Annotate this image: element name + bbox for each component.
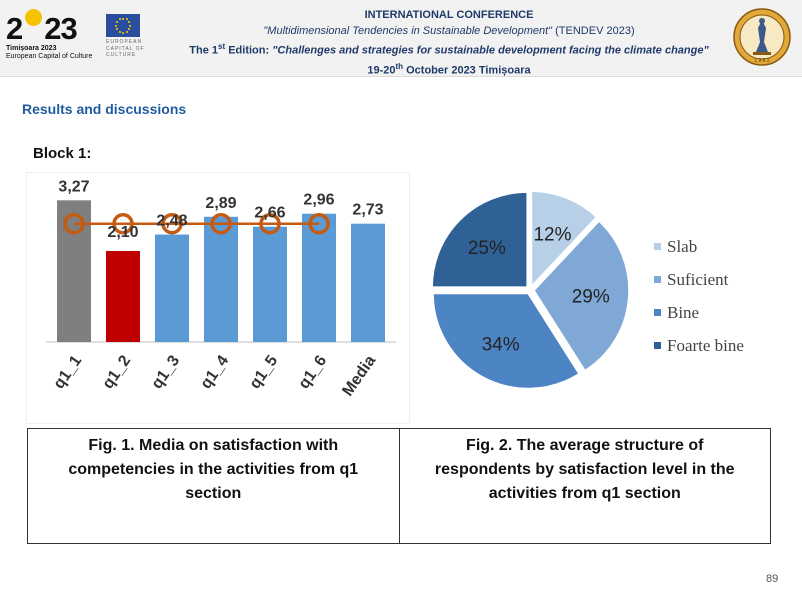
eu-star-icon [115,28,118,30]
conference-line-2: "Multidimensional Tendencies in Sustaina… [263,25,635,37]
pie-value-label: 34% [482,334,520,355]
pie-value-label: 25% [468,238,506,259]
eu-logo-text: EUROPEAN CAPITAL OF CULTURE [106,39,145,58]
average-marker [308,212,330,235]
legend-label: Bine [667,303,699,322]
satisfaction-pie-chart: 12% 29% 34% 25% Slab Suficient Bine Foarte bine [431,190,744,390]
value-label-q1_2: 2,10 [107,224,138,241]
value-label-q1_6: 2,96 [303,192,334,209]
legend-swatch [654,342,661,349]
bar-q1_1 [57,200,91,342]
bar-Media [351,223,385,342]
eu-star-icon [128,21,131,23]
conference-title-block: INTERNATIONAL CONFERENCE "Multidimension… [170,7,728,78]
section-title: Results and discussions [22,101,187,117]
conference-line-4: 19-20th October 2023 Timișoara [367,61,531,77]
pie-slice-bine [432,292,581,390]
eu-logo: EUROPEAN CAPITAL OF CULTURE [106,14,166,64]
bar-q1_3 [155,234,189,342]
pie-value-label: 12% [533,224,571,245]
eu-star-icon [129,24,131,27]
legend-swatch [654,276,661,283]
value-label-Media: 2,73 [352,202,383,219]
bar-q1_2 [106,251,140,342]
eu-star-icon [118,18,121,21]
legend-label: Slab [667,237,697,256]
bar-q1_6 [302,213,336,342]
average-marker [112,212,134,235]
eu-star-icon [115,24,117,27]
value-label-q1_1: 3,27 [58,178,89,195]
legend-label: Suficient [667,270,729,289]
eu-star-icon [125,18,128,21]
average-marker [63,212,85,235]
fig2-caption: Fig. 2. The average structure of respond… [398,428,771,544]
pie-value-label: 29% [572,287,610,308]
value-label-q1_4: 2,89 [205,195,236,212]
eu-star-icon [118,30,121,33]
timisoara-2023-logo: 2 23 Timișoara 2023 European Capital of C… [6,7,101,63]
legend-label: Foarte bine [667,336,744,355]
logo-number-left: 2 [6,11,23,46]
logo-city: Timișoara 2023 [6,45,57,52]
eu-star-icon [122,31,124,34]
logo-tagline: European Capital of Culture [6,53,93,60]
legend-swatch [654,243,661,250]
pie-slice-suficient [533,220,630,372]
eu-star-icon [115,21,118,23]
eu-star-icon [128,28,131,30]
svg-text:1 9 6 2: 1 9 6 2 [754,58,770,64]
pie-slice-foarte-bine [431,191,528,288]
page-number: 89 [766,573,779,585]
conference-line-3: The 1st Edition: "Challenges and strateg… [189,42,709,57]
sun-icon [25,9,42,26]
conference-line-1: INTERNATIONAL CONFERENCE [364,9,534,21]
average-marker [259,212,281,235]
eu-star-icon [122,17,124,20]
pie-slice-slab [530,190,598,289]
value-label-q1_5: 2,66 [254,205,285,222]
figure-captions-table: Fig. 1. Media on satisfaction with compe… [27,428,771,544]
value-label-q1_3: 2,48 [156,213,187,230]
bar-q1_4 [204,216,238,342]
bar-q1_5 [253,226,287,342]
eu-flag-icon [106,14,140,37]
fig1-caption: Fig. 1. Media on satisfaction with compe… [27,428,400,544]
eu-star-icon [125,30,128,33]
university-crest-icon: 1 9 6 2 [733,8,791,66]
logo-number-right: 23 [44,11,77,46]
average-marker [210,212,232,235]
average-marker [161,212,183,235]
block-title: Block 1: [33,145,92,162]
conference-header: 2 23 Timișoara 2023 European Capital of C… [0,0,802,77]
legend-swatch [654,309,661,316]
